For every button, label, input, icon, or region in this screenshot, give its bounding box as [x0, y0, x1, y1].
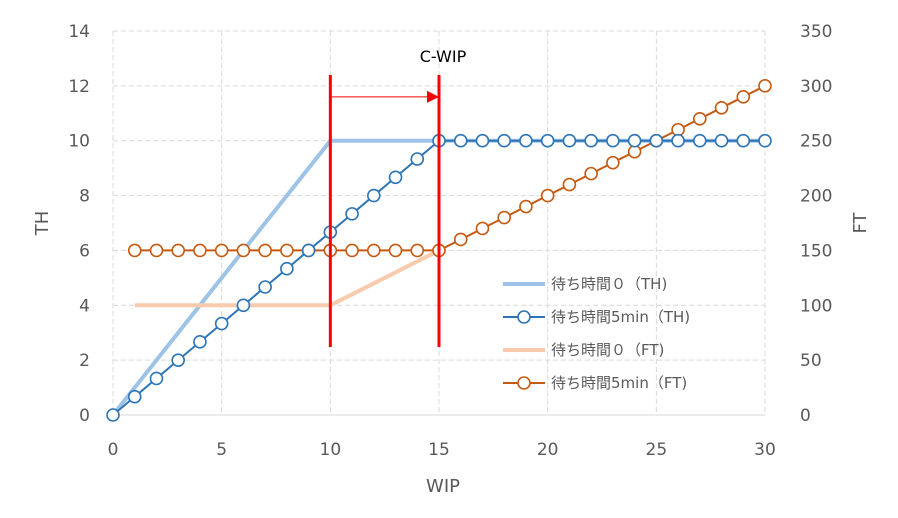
- series-point: [671, 133, 685, 148]
- series-point: [540, 133, 555, 148]
- y-right-tick-label: 50: [800, 351, 822, 371]
- x-tick-label: 0: [108, 440, 119, 460]
- series-point: [649, 133, 664, 148]
- series-point: [258, 243, 272, 258]
- legend-marker: [517, 310, 531, 324]
- series-point: [345, 243, 359, 258]
- legend-label: 待ち時間5min（FT): [551, 374, 687, 392]
- series-point: [388, 170, 403, 185]
- series-point: [606, 155, 620, 170]
- series-point: [366, 243, 381, 258]
- series-point: [453, 232, 468, 247]
- legend-marker: [517, 376, 531, 390]
- c-wip-arrow-head: [427, 90, 439, 103]
- x-axis-title: WIP: [426, 476, 460, 497]
- series-point: [236, 243, 251, 258]
- series-point: [519, 199, 533, 214]
- series-point: [280, 261, 294, 276]
- y-left-tick-label: 2: [79, 351, 90, 371]
- series-point: [714, 133, 729, 148]
- y-left-tick-label: 12: [68, 77, 90, 97]
- y-right-tick-label: 0: [800, 406, 811, 426]
- series-point: [301, 243, 316, 258]
- c-wip-label: C-WIP: [420, 47, 467, 66]
- series-point: [497, 210, 512, 225]
- y-right-tick-label: 300: [800, 77, 832, 97]
- series-point: [171, 353, 185, 367]
- series-point: [540, 188, 555, 203]
- series-point: [562, 177, 577, 192]
- series-point: [214, 243, 229, 258]
- series-point: [345, 207, 359, 221]
- series-point: [584, 133, 598, 148]
- series-point: [214, 316, 229, 331]
- series-point: [410, 243, 425, 258]
- y-axis-title-right: FT: [850, 211, 871, 233]
- y-left-tick-label: 10: [68, 132, 90, 152]
- series-point: [758, 79, 772, 93]
- x-tick-label: 5: [216, 440, 227, 460]
- series-point: [692, 111, 707, 126]
- series-point: [280, 243, 294, 258]
- series-point: [127, 389, 142, 404]
- y-axis-title-left: TH: [32, 211, 53, 237]
- y-left-tick-label: 14: [68, 22, 90, 42]
- series-point: [692, 133, 707, 148]
- series-point: [410, 152, 425, 166]
- series-point: [366, 188, 381, 203]
- series-point: [127, 243, 142, 258]
- series-point: [758, 133, 772, 148]
- series-point: [388, 243, 403, 258]
- series-point: [497, 133, 512, 148]
- y-right-tick-label: 200: [800, 187, 832, 207]
- series-point: [475, 221, 490, 236]
- series-point: [627, 133, 642, 148]
- series-point: [258, 280, 272, 294]
- series-point: [475, 133, 490, 148]
- y-right-tick-label: 150: [800, 241, 832, 261]
- series-point: [714, 101, 729, 115]
- series-point: [171, 243, 185, 258]
- x-tick-label: 20: [537, 440, 559, 460]
- y-left-tick-label: 4: [79, 296, 90, 316]
- series-point: [584, 166, 598, 181]
- legend-label: 待ち時間０（FT): [551, 341, 664, 359]
- series-point: [236, 298, 251, 313]
- y-right-tick-label: 350: [800, 22, 832, 42]
- legend: 待ち時間０（TH) 待ち時間5min（TH) 待ち時間０（FT) 待ち時間5min（F…: [503, 275, 690, 392]
- series-point: [193, 243, 207, 258]
- y-right-tick-label: 100: [800, 296, 832, 316]
- series-point: [453, 133, 468, 148]
- series-point: [736, 133, 751, 148]
- x-tick-label: 25: [646, 440, 668, 460]
- series-point: [149, 243, 164, 258]
- series-point: [606, 133, 620, 148]
- series-point: [519, 133, 533, 148]
- series-point: [562, 133, 577, 148]
- y-left-tick-label: 0: [79, 406, 90, 426]
- series-point: [193, 335, 207, 349]
- x-tick-label: 30: [754, 440, 776, 460]
- x-tick-label: 10: [320, 440, 342, 460]
- legend-label: 待ち時間5min（TH): [551, 308, 690, 326]
- y-right-tick-label: 250: [800, 132, 832, 152]
- y-left-tick-label: 6: [79, 241, 90, 261]
- series-point: [106, 408, 120, 422]
- y-left-tick-label: 8: [79, 187, 90, 207]
- annotations: C-WIP: [328, 47, 467, 347]
- x-tick-label: 15: [428, 440, 450, 460]
- series-point: [149, 371, 164, 386]
- tick-labels: 0 5 10 15 20 25 300246810121405010015020025030…: [68, 22, 832, 460]
- series-point: [736, 90, 751, 104]
- legend-label: 待ち時間０（TH): [551, 275, 667, 293]
